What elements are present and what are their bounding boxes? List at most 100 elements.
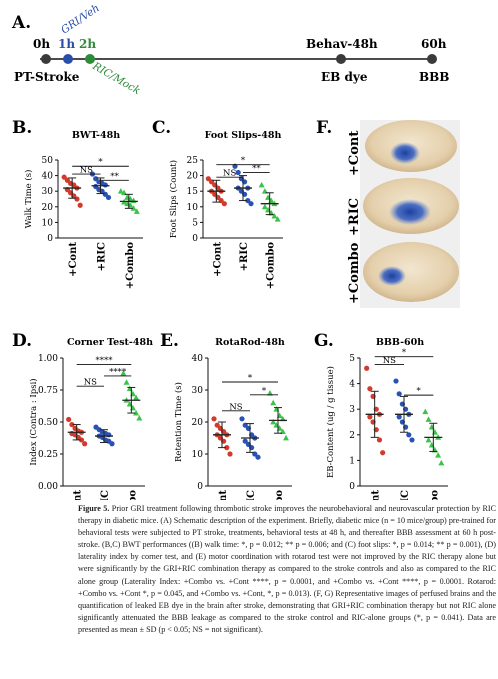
panel-label: G. — [314, 331, 334, 351]
panel-label: C. — [152, 118, 171, 138]
y-axis-label: EB-Content (ug / g tissue) — [325, 366, 336, 478]
plot-area: 0 10 20 30 40 50 Walk Time (s) +Cont +RIC +Combo N… — [23, 156, 143, 289]
data-point-ric — [409, 437, 415, 443]
timeline-panel: A. 0h 1h 2h Behav-48h 60h GRI/Veh RIC/Mo… — [11, 2, 449, 97]
significance-label: **** — [96, 356, 114, 366]
data-point-combo — [270, 418, 277, 425]
y-tick-label: 20 — [192, 418, 204, 428]
chart-title: Foot Slips-48h — [205, 130, 282, 141]
x-tick-label: +RIC — [100, 490, 111, 500]
significance-label: NS — [80, 166, 93, 176]
brain-label-combo: +Combo — [347, 242, 362, 304]
data-point-combo — [123, 379, 130, 385]
data-point-cont — [380, 450, 386, 456]
brain-images-panel: F. +Cont +RIC +Combo — [316, 118, 460, 308]
data-point-combo — [133, 409, 140, 416]
y-tick-label: 10 — [192, 450, 204, 460]
x-tick-label: +Cont — [68, 242, 79, 277]
y-tick-label: 4 — [349, 380, 355, 390]
data-point-combo — [130, 205, 137, 211]
chart-title: RotaRod-48h — [215, 337, 285, 348]
timeline-label-60h: 60h — [421, 37, 447, 51]
significance-label: ** — [110, 172, 119, 182]
timeline-marker-1h — [63, 54, 73, 64]
brain-image-cont — [365, 120, 457, 172]
y-tick-label: 40 — [192, 354, 204, 364]
significance-label: NS — [223, 169, 236, 179]
y-tick-label: 0 — [349, 482, 355, 492]
data-point-combo — [267, 390, 273, 396]
x-tick-label: +Combo — [429, 490, 440, 500]
chart-title: BBB-60h — [376, 337, 424, 348]
data-point-cont — [364, 365, 370, 371]
data-point-ric — [396, 391, 402, 397]
x-tick-label: +RIC — [97, 242, 108, 271]
data-point-combo — [271, 213, 278, 219]
data-point-combo — [133, 394, 140, 401]
y-tick-label: 15 — [187, 187, 199, 197]
data-point-combo — [121, 189, 128, 196]
figure-5: A. 0h 1h 2h Behav-48h 60h GRI/Veh RIC/Mo… — [11, 2, 460, 500]
x-tick-label: +Combo — [266, 242, 277, 290]
y-axis-label: Retention Time (s) — [173, 382, 184, 462]
y-axis-label: Walk Time (s) — [23, 170, 34, 229]
data-point-cont — [77, 202, 83, 208]
significance-label: NS — [383, 356, 396, 366]
timeline-label-2h: 2h — [79, 37, 96, 51]
brain-image-ric — [363, 178, 459, 234]
data-point-ric — [235, 169, 241, 176]
chart-foot-slips: C. Foot Slips-48h 0 5 10 15 20 25 Foot Slips (… — [152, 118, 283, 289]
data-point-cont — [74, 196, 80, 202]
panel-label-f: F. — [316, 118, 332, 138]
y-tick-label: 0 — [197, 482, 203, 492]
timeline-label-48h: Behav-48h — [306, 37, 378, 51]
data-point-ric — [105, 194, 112, 201]
y-tick-label: 25 — [187, 156, 199, 166]
panel-label-a: A. — [11, 13, 31, 33]
y-tick-label: 10 — [42, 218, 54, 228]
data-point-ric — [102, 191, 108, 197]
panel-label: D. — [12, 331, 32, 351]
significance-label: * — [98, 158, 103, 168]
significance-label: * — [241, 156, 246, 166]
y-tick-label: 2 — [349, 431, 355, 441]
data-point-combo — [261, 188, 268, 194]
y-tick-label: 0.00 — [38, 482, 58, 492]
data-point-cont — [376, 437, 383, 443]
y-tick-label: 50 — [42, 156, 54, 166]
y-axis-label: Foot Slips (Count) — [168, 160, 179, 238]
data-point-ric — [248, 201, 254, 207]
y-tick-label: 1.00 — [38, 354, 58, 364]
chart-bwt: B. BWT-48h 0 10 20 30 40 50 Walk Time (s) +Cont… — [12, 118, 143, 289]
timeline-pt-label: PT-Stroke — [14, 70, 80, 84]
data-point-combo — [279, 428, 286, 434]
timeline-marker-48h — [336, 54, 346, 64]
y-tick-label: 10 — [187, 203, 199, 213]
chart-bbb: G. BBB-60h 0 1 2 3 4 5 EB-Content (ug / g tiss… — [314, 331, 448, 500]
x-tick-label: +Cont — [212, 242, 223, 277]
significance-label: * — [417, 387, 422, 397]
chart-corner-test: D. Corner Test-48h 0.00 0.25 0.50 0.75 1.00 I… — [12, 331, 153, 500]
panel-label: B. — [12, 118, 32, 138]
data-point-cont — [224, 445, 230, 451]
timeline-label-0h: 0h — [33, 37, 50, 51]
y-tick-label: 0 — [47, 234, 53, 244]
timeline-eb-label: EB dye — [321, 70, 368, 84]
y-tick-label: 5 — [349, 354, 355, 364]
plot-area: 0 1 2 3 4 5 EB-Content (ug / g tissue) +Cont +RI… — [325, 348, 448, 500]
chart-title: BWT-48h — [72, 130, 120, 141]
data-point-ric — [102, 182, 108, 188]
data-point-cont — [78, 437, 85, 443]
timeline-bbb-label: BBB — [419, 70, 449, 84]
figure-caption: Figure 5. Prior GRI treatment following … — [78, 503, 496, 675]
data-point-cont — [82, 441, 88, 447]
significance-label: **** — [109, 367, 127, 377]
x-tick-label: +RIC — [400, 490, 411, 500]
timeline-marker-0h — [41, 54, 51, 64]
chart-rotarod: E. RotaRod-48h 0 10 20 30 40 Retention Time (… — [160, 331, 292, 500]
data-point-combo — [261, 203, 268, 210]
timeline-ric-label: RIC/Mock — [90, 60, 143, 97]
data-point-ric — [239, 416, 245, 422]
significance-label: NS — [229, 402, 242, 412]
y-tick-label: 20 — [42, 203, 54, 213]
